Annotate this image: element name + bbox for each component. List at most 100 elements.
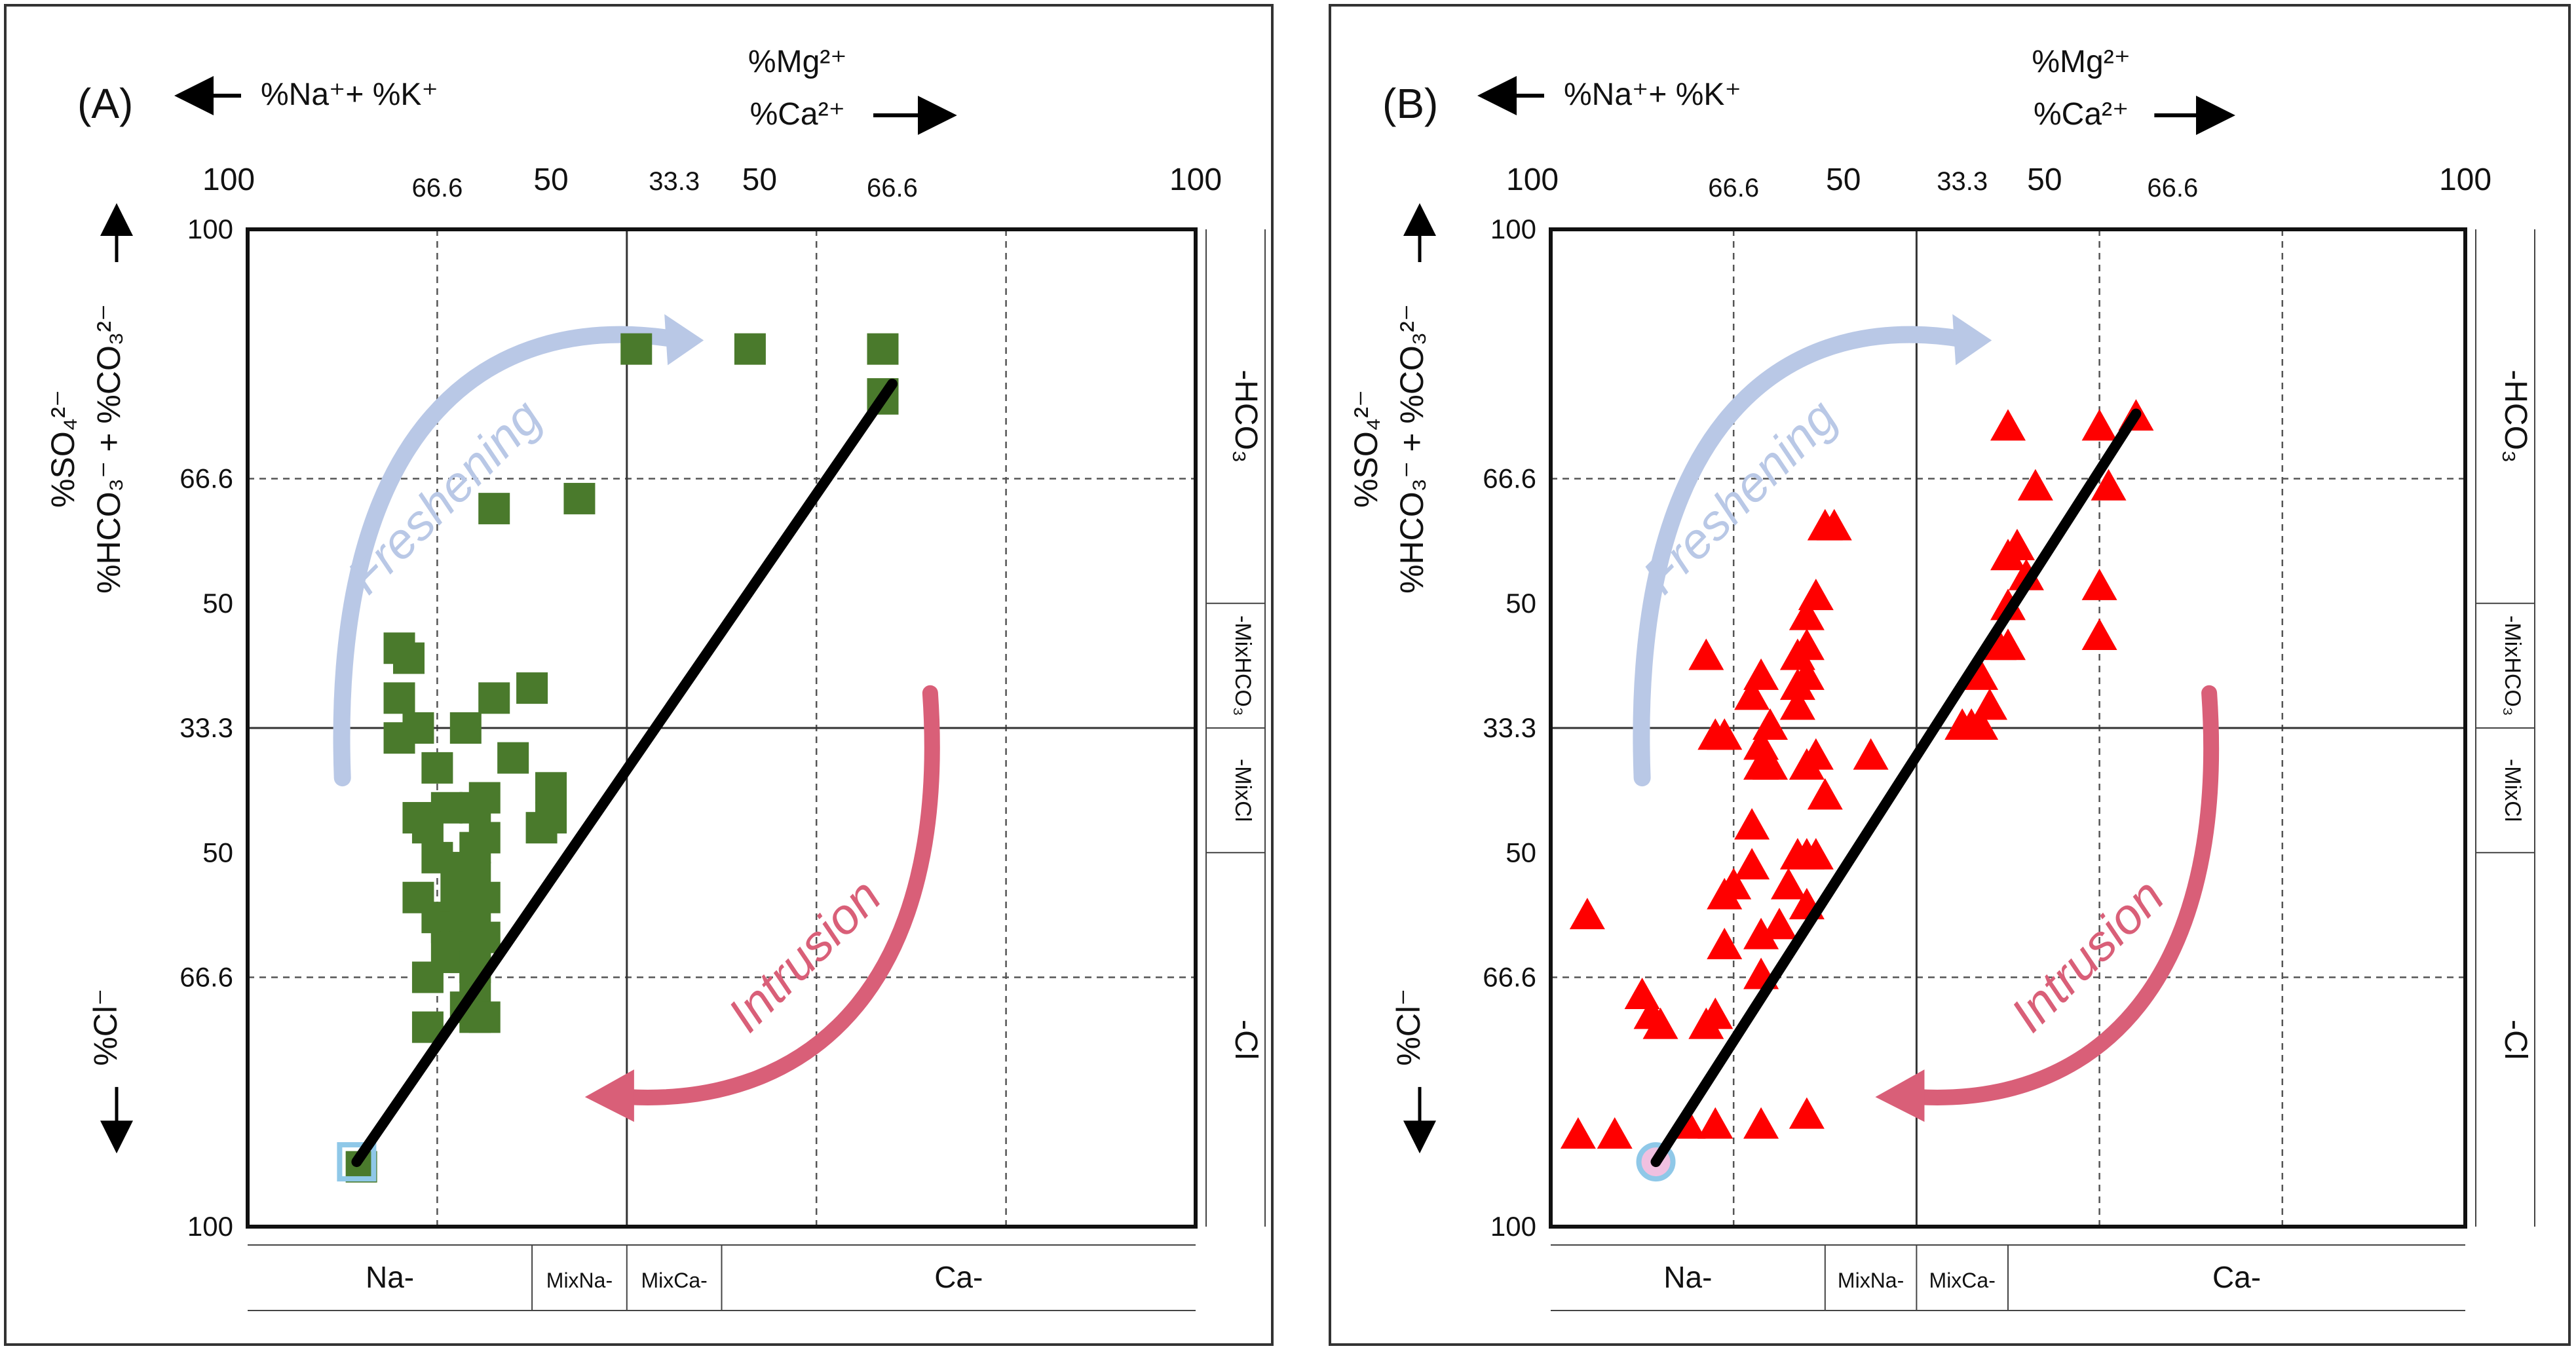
data-point bbox=[1789, 598, 1825, 630]
data-point bbox=[1560, 1117, 1596, 1149]
data-point bbox=[430, 792, 463, 824]
trend-line bbox=[351, 378, 898, 1168]
data-point bbox=[1798, 579, 1834, 611]
data-point bbox=[1734, 808, 1770, 840]
data-point bbox=[1963, 658, 1999, 690]
top-tick-label: 50 bbox=[742, 163, 777, 197]
panel-a: (A) 100 66.6 50 33.3 50 66.6 100 100 66.6 50 33.3 50… bbox=[4, 4, 1274, 1346]
data-point bbox=[478, 682, 510, 714]
data-point bbox=[1789, 1097, 1825, 1129]
left-tick-label: 100 bbox=[1490, 214, 1536, 244]
intrusion-arrowhead-icon bbox=[1875, 1069, 1925, 1122]
y-label-cl: %Cl⁻ bbox=[1390, 989, 1427, 1066]
x-left-label: %Na⁺+ %K⁺ bbox=[1564, 77, 1741, 112]
left-tick-label: 33.3 bbox=[180, 712, 233, 743]
plot-border bbox=[1549, 227, 2467, 1229]
data-point bbox=[1798, 738, 1834, 770]
left-tick-label: 100 bbox=[187, 214, 233, 244]
panel-label: (A) bbox=[77, 80, 133, 127]
data-point bbox=[535, 801, 567, 833]
right-band-label: -Cl bbox=[2498, 1020, 2533, 1060]
data-point bbox=[734, 333, 766, 365]
x-right-label-top: %Mg²⁺ bbox=[2032, 45, 2131, 79]
data-point bbox=[1972, 688, 2008, 720]
data-point bbox=[620, 333, 653, 365]
data-point bbox=[1789, 628, 1825, 660]
left-tick-label: 66.6 bbox=[180, 463, 233, 494]
data-point bbox=[535, 772, 567, 804]
bottom-band-label: Na- bbox=[1663, 1260, 1712, 1294]
data-point bbox=[478, 493, 510, 525]
data-point bbox=[563, 482, 596, 514]
bottom-band-label: MixNa- bbox=[1838, 1269, 1904, 1292]
x-right-label-bottom: %Ca²⁺ bbox=[750, 97, 845, 132]
top-tick-label: 100 bbox=[1506, 163, 1559, 197]
data-point bbox=[2091, 469, 2127, 501]
data-point bbox=[1743, 917, 1779, 949]
left-tick-label: 66.6 bbox=[1483, 463, 1536, 494]
data-point bbox=[1734, 678, 1770, 710]
left-tick-label: 50 bbox=[1506, 588, 1536, 619]
data-point bbox=[516, 672, 548, 704]
top-tick-label: 100 bbox=[2439, 163, 2491, 197]
data-point bbox=[1990, 409, 2026, 441]
intrusion-arrowhead-icon bbox=[584, 1069, 634, 1122]
data-point bbox=[1999, 529, 2035, 561]
x-right-label-bottom: %Ca²⁺ bbox=[2034, 97, 2129, 132]
data-point bbox=[411, 961, 444, 993]
intrusion-arrow bbox=[1910, 685, 2220, 1105]
panel-frame bbox=[4, 4, 1274, 1346]
panel-frame bbox=[1329, 4, 2571, 1346]
left-tick-label: 50 bbox=[1506, 837, 1536, 868]
data-point bbox=[1752, 708, 1789, 740]
data-point bbox=[2017, 469, 2053, 501]
data-points bbox=[1560, 399, 2154, 1149]
data-point bbox=[1716, 868, 1752, 900]
top-tick-label: 33.3 bbox=[649, 167, 700, 196]
data-point bbox=[1990, 628, 2026, 660]
top-tick-label: 66.6 bbox=[1708, 174, 1759, 202]
top-tick-label: 66.6 bbox=[867, 174, 918, 202]
data-point bbox=[1697, 1107, 1733, 1139]
data-point bbox=[2081, 409, 2117, 441]
panel-label: (B) bbox=[1382, 80, 1438, 127]
data-point bbox=[392, 642, 425, 674]
top-tick-label: 100 bbox=[1169, 163, 1222, 197]
left-tick-label: 50 bbox=[202, 837, 233, 868]
left-tick-label: 66.6 bbox=[180, 962, 233, 993]
data-point bbox=[2008, 558, 2044, 590]
bottom-band-label: Na- bbox=[366, 1260, 414, 1294]
right-band-label: -HCO₃ bbox=[2498, 370, 2533, 463]
data-point bbox=[383, 722, 415, 754]
bottom-band-label: MixNa- bbox=[546, 1269, 613, 1292]
intrusion-label: Intrusion bbox=[717, 868, 892, 1043]
right-band-label: -HCO₃ bbox=[1228, 370, 1263, 463]
data-point bbox=[1816, 508, 1852, 541]
right-band-label: -MixHCO₃ bbox=[2500, 615, 2525, 716]
y-label-upper: %SO₄²⁻ bbox=[1348, 390, 1384, 508]
data-point bbox=[1779, 688, 1815, 720]
freshening-label: Freshening bbox=[1633, 389, 1848, 605]
data-point bbox=[468, 921, 501, 953]
data-point bbox=[1743, 728, 1779, 760]
y-label-lower: %HCO₃⁻ + %CO₃²⁻ bbox=[1393, 304, 1430, 594]
data-point bbox=[383, 682, 415, 714]
data-point bbox=[1743, 658, 1779, 690]
data-point bbox=[2081, 568, 2117, 600]
data-point bbox=[1707, 718, 1743, 750]
intrusion-arrow bbox=[619, 685, 940, 1105]
data-point bbox=[1752, 748, 1789, 780]
trend-line bbox=[1650, 408, 2142, 1168]
data-point bbox=[1762, 908, 1797, 940]
freshening-label: Freshening bbox=[337, 389, 552, 605]
data-point bbox=[1807, 778, 1843, 810]
intrusion-label: Intrusion bbox=[2000, 868, 2174, 1043]
data-point bbox=[1688, 638, 1724, 670]
left-tick-label: 66.6 bbox=[1483, 962, 1536, 993]
data-point bbox=[1770, 868, 1806, 900]
origin-marker bbox=[337, 1142, 377, 1182]
left-tick-label: 50 bbox=[202, 588, 233, 619]
top-tick-label: 50 bbox=[533, 163, 568, 197]
